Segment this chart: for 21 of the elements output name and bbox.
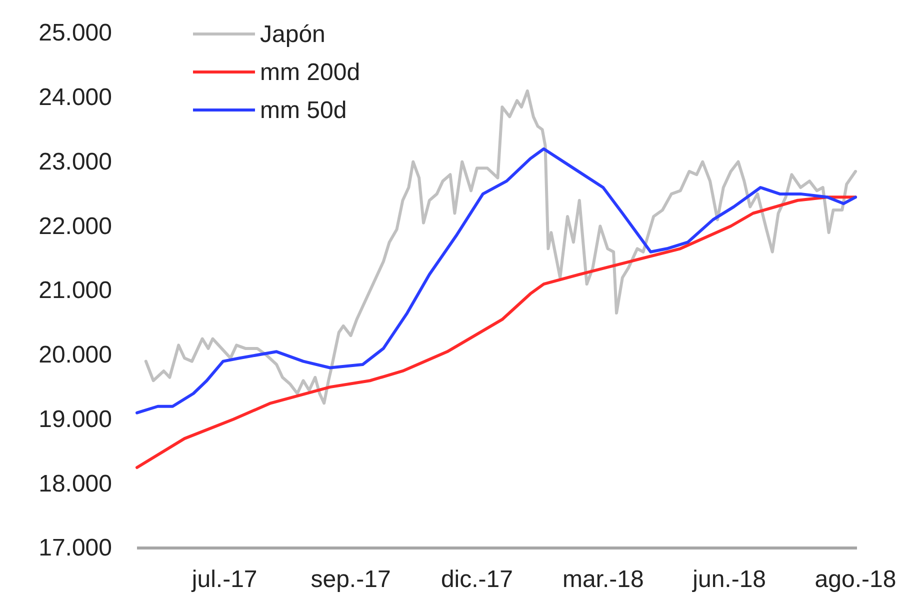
x-tick-label: jun.-18 bbox=[692, 566, 766, 594]
y-tick-label: 24.000 bbox=[38, 84, 112, 112]
y-tick-label: 20.000 bbox=[38, 342, 112, 369]
y-tick-label: 21.000 bbox=[38, 277, 112, 304]
line-series bbox=[136, 196, 858, 470]
y-tick-label: 18.000 bbox=[38, 470, 112, 498]
x-tick-label: ago.-18 bbox=[814, 566, 896, 594]
y-tick-label: 23.000 bbox=[38, 148, 112, 176]
y-tick-label: 19.000 bbox=[38, 406, 112, 433]
line-series bbox=[144, 89, 858, 405]
x-tick-label: mar.-18 bbox=[562, 566, 644, 594]
line-series bbox=[136, 147, 858, 414]
y-tick-label: 25.000 bbox=[38, 20, 112, 47]
y-tick-label: 22.000 bbox=[38, 212, 112, 240]
x-tick-label: dic.-17 bbox=[440, 566, 513, 594]
x-tick-label: jul.-17 bbox=[190, 566, 258, 594]
legend-label: mm 50d bbox=[260, 97, 347, 124]
legend-label: Japón bbox=[260, 21, 326, 48]
legend-label: mm 200d bbox=[260, 59, 360, 86]
x-tick-label: sep.-17 bbox=[310, 566, 391, 594]
y-tick-label: 17.000 bbox=[38, 534, 112, 562]
